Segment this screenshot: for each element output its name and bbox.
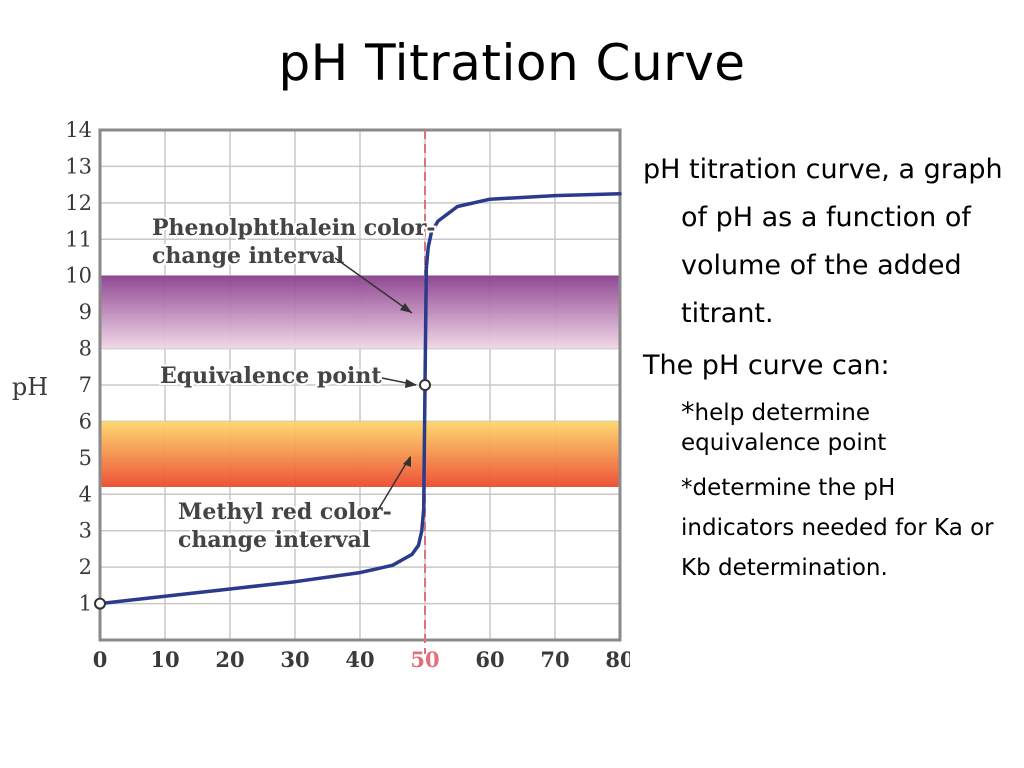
y-tick-label: 14	[65, 118, 92, 142]
titration-chart-svg: 0 10 20 30 40 50 60 70 801234567891011121314pHPh…	[12, 118, 630, 672]
y-tick-label: 10	[65, 264, 92, 288]
text-panel: pH titration curve, a graph of pH as a f…	[643, 146, 1015, 594]
phenolphthalein-label: Phenolphthalein color-change interval	[152, 215, 436, 269]
x-tick-label: 60	[475, 647, 504, 672]
y-tick-label: 1	[79, 592, 92, 616]
y-tick-label: 8	[79, 337, 92, 361]
bullet-curve-can: The pH curve can:	[643, 350, 890, 381]
x-tick-label: 40	[345, 647, 374, 672]
titration-curve	[98, 192, 622, 606]
y-axis-label: pH	[12, 373, 48, 401]
methyl-red-label: Methyl red color-change interval	[178, 499, 392, 553]
phenolphthalein-label-line: Phenolphthalein color-	[152, 215, 436, 241]
x-tick-label: 30	[280, 647, 309, 672]
x-tick-label: 80	[605, 647, 630, 672]
x-tick-label: 10	[150, 647, 179, 672]
sub-bullet-indicators: *determine the pH indicators needed for …	[681, 468, 1015, 588]
sub-bullet-text: determine the pH indicators needed for K…	[681, 475, 994, 581]
methyl-red-arrowhead	[403, 456, 411, 467]
y-tick-label: 7	[79, 373, 92, 397]
star-glyph: *	[681, 397, 695, 428]
y-tick-label: 12	[65, 191, 92, 215]
equivalence-arrowhead	[405, 379, 417, 388]
x-tick-label: 20	[215, 647, 244, 672]
methyl-red-leader	[377, 456, 411, 511]
y-tick-label: 4	[79, 482, 92, 506]
phenolphthalein-arrowhead	[400, 303, 412, 313]
phenolphthalein-band	[100, 275, 620, 349]
star-glyph: *	[681, 475, 693, 501]
y-tick-label: 5	[79, 446, 92, 470]
bullet-definition: pH titration curve, a graph of pH as a f…	[643, 154, 1003, 329]
sub-bullet-equivalence: *help determine equivalence point	[681, 398, 1015, 458]
y-tick-label: 9	[79, 300, 92, 324]
y-tick-label: 11	[65, 227, 92, 251]
methyl-red-label-line: change interval	[178, 527, 370, 553]
x-tick-label: 0	[93, 647, 108, 672]
y-tick-label: 3	[79, 519, 92, 543]
x-tick-label: 70	[540, 647, 569, 672]
sub-bullet-text: help determine equivalence point	[681, 400, 887, 456]
phenolphthalein-leader	[334, 257, 413, 314]
x-tick-label: 50	[410, 647, 439, 672]
equivalence-label-line: Equivalence point	[160, 363, 382, 389]
equivalence-label: Equivalence point	[160, 363, 382, 389]
methyl-red-band	[100, 421, 620, 487]
data-point-marker	[419, 379, 431, 391]
slide-title: pH Titration Curve	[278, 34, 746, 92]
y-tick-label: 2	[79, 555, 92, 579]
data-point-marker	[94, 597, 106, 610]
plot-frame	[98, 128, 622, 642]
methyl-red-label-line: Methyl red color-	[178, 499, 392, 525]
y-tick-label: 6	[79, 409, 92, 433]
phenolphthalein-label-line: change interval	[152, 243, 344, 269]
titration-chart: 0 10 20 30 40 50 60 70 80 1 2 3 4 5 6 7 8 9 10 11 12 13 14 pH Ph…	[0, 110, 630, 700]
y-tick-label: 13	[65, 154, 92, 178]
